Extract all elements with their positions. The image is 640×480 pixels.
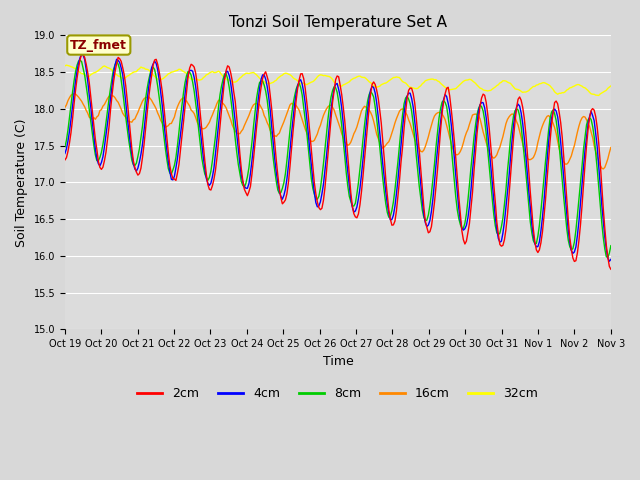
Legend: 2cm, 4cm, 8cm, 16cm, 32cm: 2cm, 4cm, 8cm, 16cm, 32cm — [132, 383, 543, 406]
Title: Tonzi Soil Temperature Set A: Tonzi Soil Temperature Set A — [229, 15, 447, 30]
Y-axis label: Soil Temperature (C): Soil Temperature (C) — [15, 118, 28, 247]
X-axis label: Time: Time — [323, 355, 353, 368]
Text: TZ_fmet: TZ_fmet — [70, 38, 127, 51]
